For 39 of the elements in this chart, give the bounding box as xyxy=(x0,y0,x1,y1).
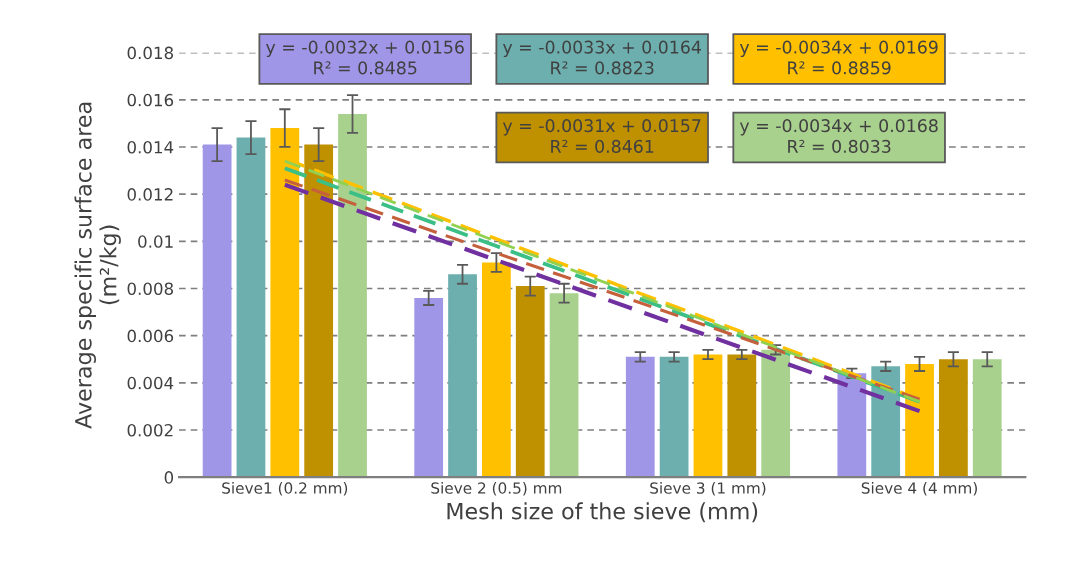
bar xyxy=(236,137,266,478)
y-tick-label: 0.006 xyxy=(127,329,174,343)
bar xyxy=(338,113,367,478)
y-tick-label: 0 xyxy=(164,471,174,484)
y-tick-label: 0.01 xyxy=(138,235,173,248)
annotation: y = -0.0034x + 0.0169 R² = 0.8859 xyxy=(739,40,938,75)
y-tick-label: 0.004 xyxy=(127,376,174,390)
bar xyxy=(761,349,791,478)
annotation: y = -0.0032x + 0.0156 R² = 0.8485 xyxy=(265,40,464,75)
bar xyxy=(693,354,723,478)
bar xyxy=(837,373,867,478)
y-tick-label: 0.012 xyxy=(127,188,173,201)
y-tick-label: 0.002 xyxy=(127,423,173,437)
bar xyxy=(625,356,655,478)
bar xyxy=(727,354,757,478)
annotation: y = -0.0033x + 0.0164 R² = 0.8823 xyxy=(502,40,701,75)
bar xyxy=(202,144,232,478)
bar xyxy=(482,262,511,478)
x-tick-label: Sieve1 (0.2 mm) xyxy=(222,482,348,496)
y-tick-label: 0.018 xyxy=(127,46,174,60)
bar xyxy=(549,293,579,478)
y-tick-label: 0.016 xyxy=(127,93,174,107)
y-tick-label: 0.008 xyxy=(127,282,174,296)
annotation: y = -0.0034x + 0.0168 R² = 0.8033 xyxy=(739,119,938,153)
annotation: y = -0.0031x + 0.0157 R² = 0.8461 xyxy=(502,119,701,153)
x-tick-label: Sieve 3 (1 mm) xyxy=(650,482,766,496)
x-axis-title: Mesh size of the sieve (mm) xyxy=(447,502,758,523)
bar xyxy=(304,144,334,478)
bar xyxy=(972,359,1002,478)
bar xyxy=(871,366,901,478)
y-axis-title: Average specific surface area (m²/kg) xyxy=(74,102,121,429)
bar xyxy=(448,274,477,478)
x-tick-label: Sieve 2 (0.5) mm xyxy=(431,482,562,496)
bar xyxy=(515,286,545,478)
bar xyxy=(659,356,689,478)
y-tick-label: 0.014 xyxy=(127,140,174,154)
bar xyxy=(939,359,968,478)
bar xyxy=(414,297,444,478)
x-tick-label: Sieve 4 (4 mm) xyxy=(861,482,977,496)
